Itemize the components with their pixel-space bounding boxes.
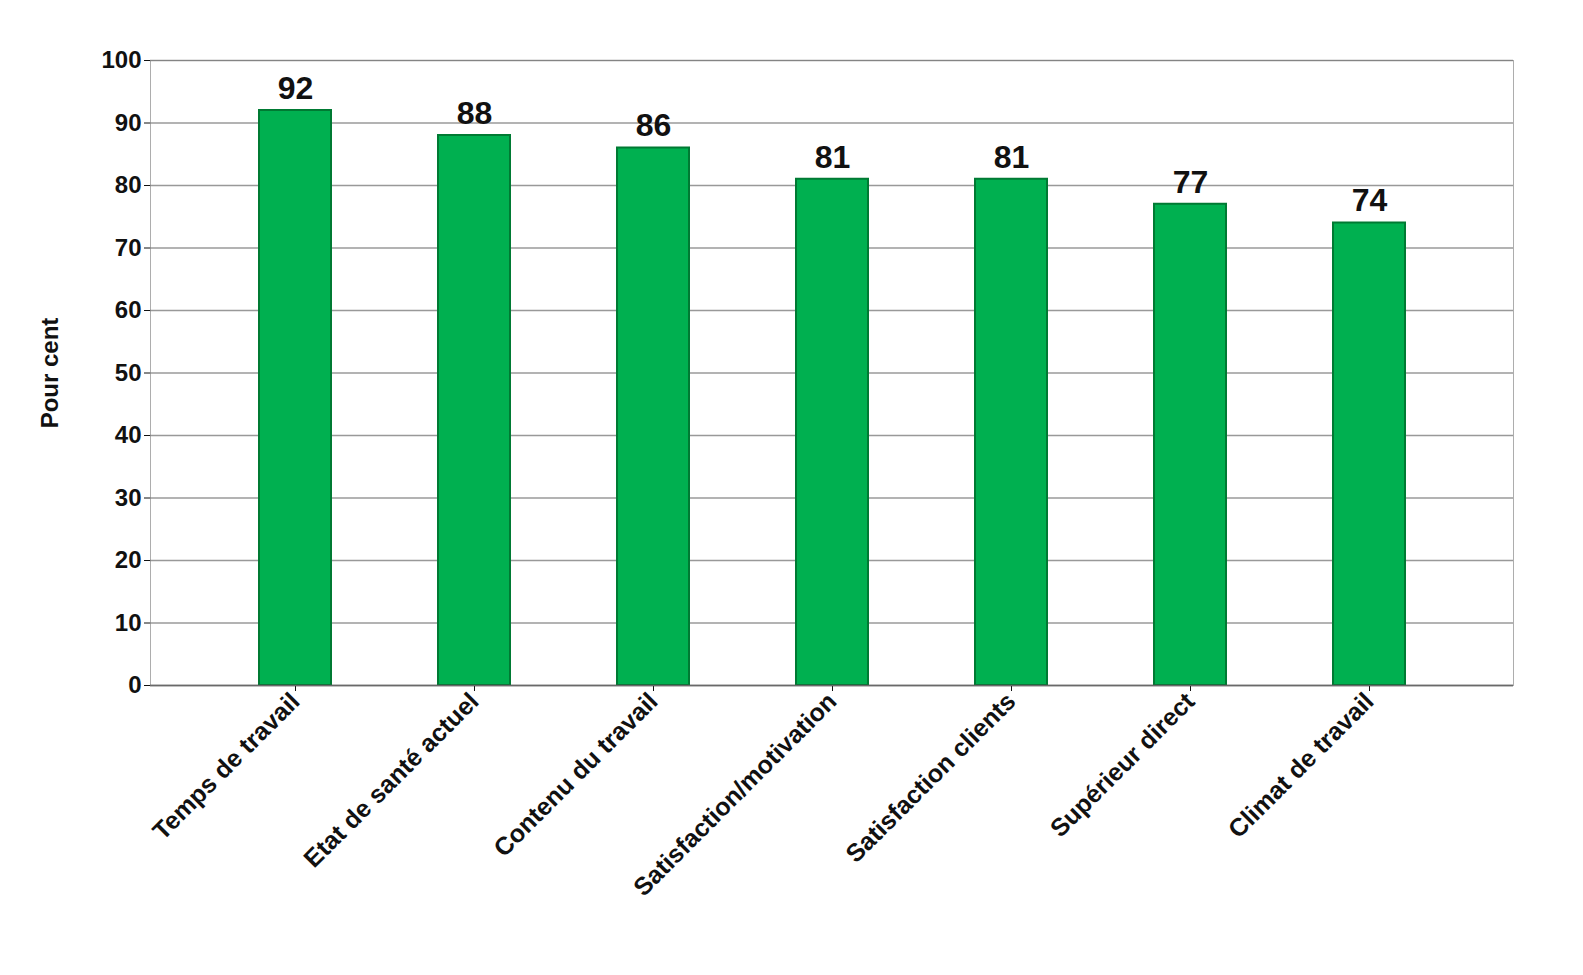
svg-text:Pour cent: Pour cent <box>36 318 63 429</box>
svg-text:90: 90 <box>115 109 142 136</box>
svg-text:74: 74 <box>1352 182 1388 218</box>
svg-text:30: 30 <box>115 484 142 511</box>
svg-text:70: 70 <box>115 234 142 261</box>
svg-text:88: 88 <box>457 95 493 131</box>
svg-text:60: 60 <box>115 296 142 323</box>
svg-text:40: 40 <box>115 421 142 448</box>
svg-text:0: 0 <box>128 671 141 698</box>
svg-text:81: 81 <box>815 138 851 174</box>
svg-text:Climat de travail: Climat de travail <box>1222 687 1378 843</box>
svg-text:Satisfaction clients: Satisfaction clients <box>840 687 1021 868</box>
svg-text:50: 50 <box>115 359 142 386</box>
svg-text:Temps de travail: Temps de travail <box>147 687 305 845</box>
svg-text:20: 20 <box>115 546 142 573</box>
svg-text:81: 81 <box>994 138 1030 174</box>
svg-text:Satisfaction/motivation: Satisfaction/motivation <box>627 687 841 901</box>
svg-text:Supérieur direct: Supérieur direct <box>1044 686 1200 842</box>
svg-text:92: 92 <box>278 70 314 106</box>
svg-text:10: 10 <box>115 609 142 636</box>
svg-text:Contenu du travail: Contenu du travail <box>488 687 663 862</box>
svg-text:77: 77 <box>1173 163 1209 199</box>
svg-text:100: 100 <box>101 46 141 73</box>
svg-text:80: 80 <box>115 171 142 198</box>
svg-text:86: 86 <box>636 107 672 143</box>
svg-text:Etat de santé actuel: Etat de santé actuel <box>298 687 484 873</box>
